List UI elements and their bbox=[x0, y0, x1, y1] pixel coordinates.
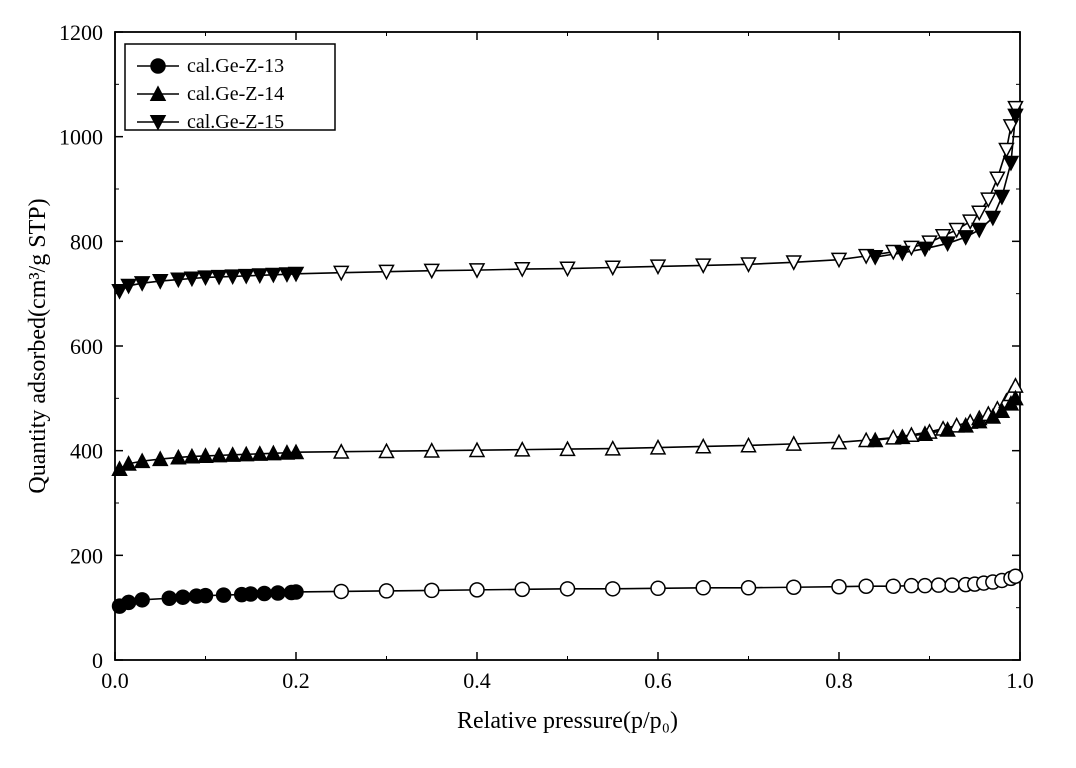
x-tick-label: 0.2 bbox=[282, 668, 310, 693]
y-tick-label: 800 bbox=[70, 229, 103, 254]
x-tick-label: 0.8 bbox=[825, 668, 853, 693]
y-tick-label: 1000 bbox=[59, 125, 103, 150]
x-tick-label: 1.0 bbox=[1006, 668, 1034, 693]
legend-label: cal.Ge-Z-14 bbox=[187, 83, 284, 105]
y-tick-label: 0 bbox=[92, 648, 103, 673]
legend-label: cal.Ge-Z-13 bbox=[187, 55, 284, 77]
y-tick-label: 600 bbox=[70, 334, 103, 359]
x-axis-label: Relative pressure(p/p₀) bbox=[457, 708, 678, 734]
isotherm-chart: 0.0 0.2 0.4 0.6 0.8 1.0 0 200 400 600 800 1000 1200 R… bbox=[0, 0, 1076, 768]
y-tick-label: 200 bbox=[70, 543, 103, 568]
y-axis-label: Quantity adsorbed(cm³/g STP) bbox=[25, 198, 51, 493]
x-tick-label: 0.0 bbox=[101, 668, 129, 693]
x-tick-label: 0.4 bbox=[463, 668, 491, 693]
x-tick-label: 0.6 bbox=[644, 668, 672, 693]
y-tick-label: 1200 bbox=[59, 20, 103, 45]
legend-label: cal.Ge-Z-15 bbox=[187, 111, 284, 133]
y-tick-label: 400 bbox=[70, 439, 103, 464]
